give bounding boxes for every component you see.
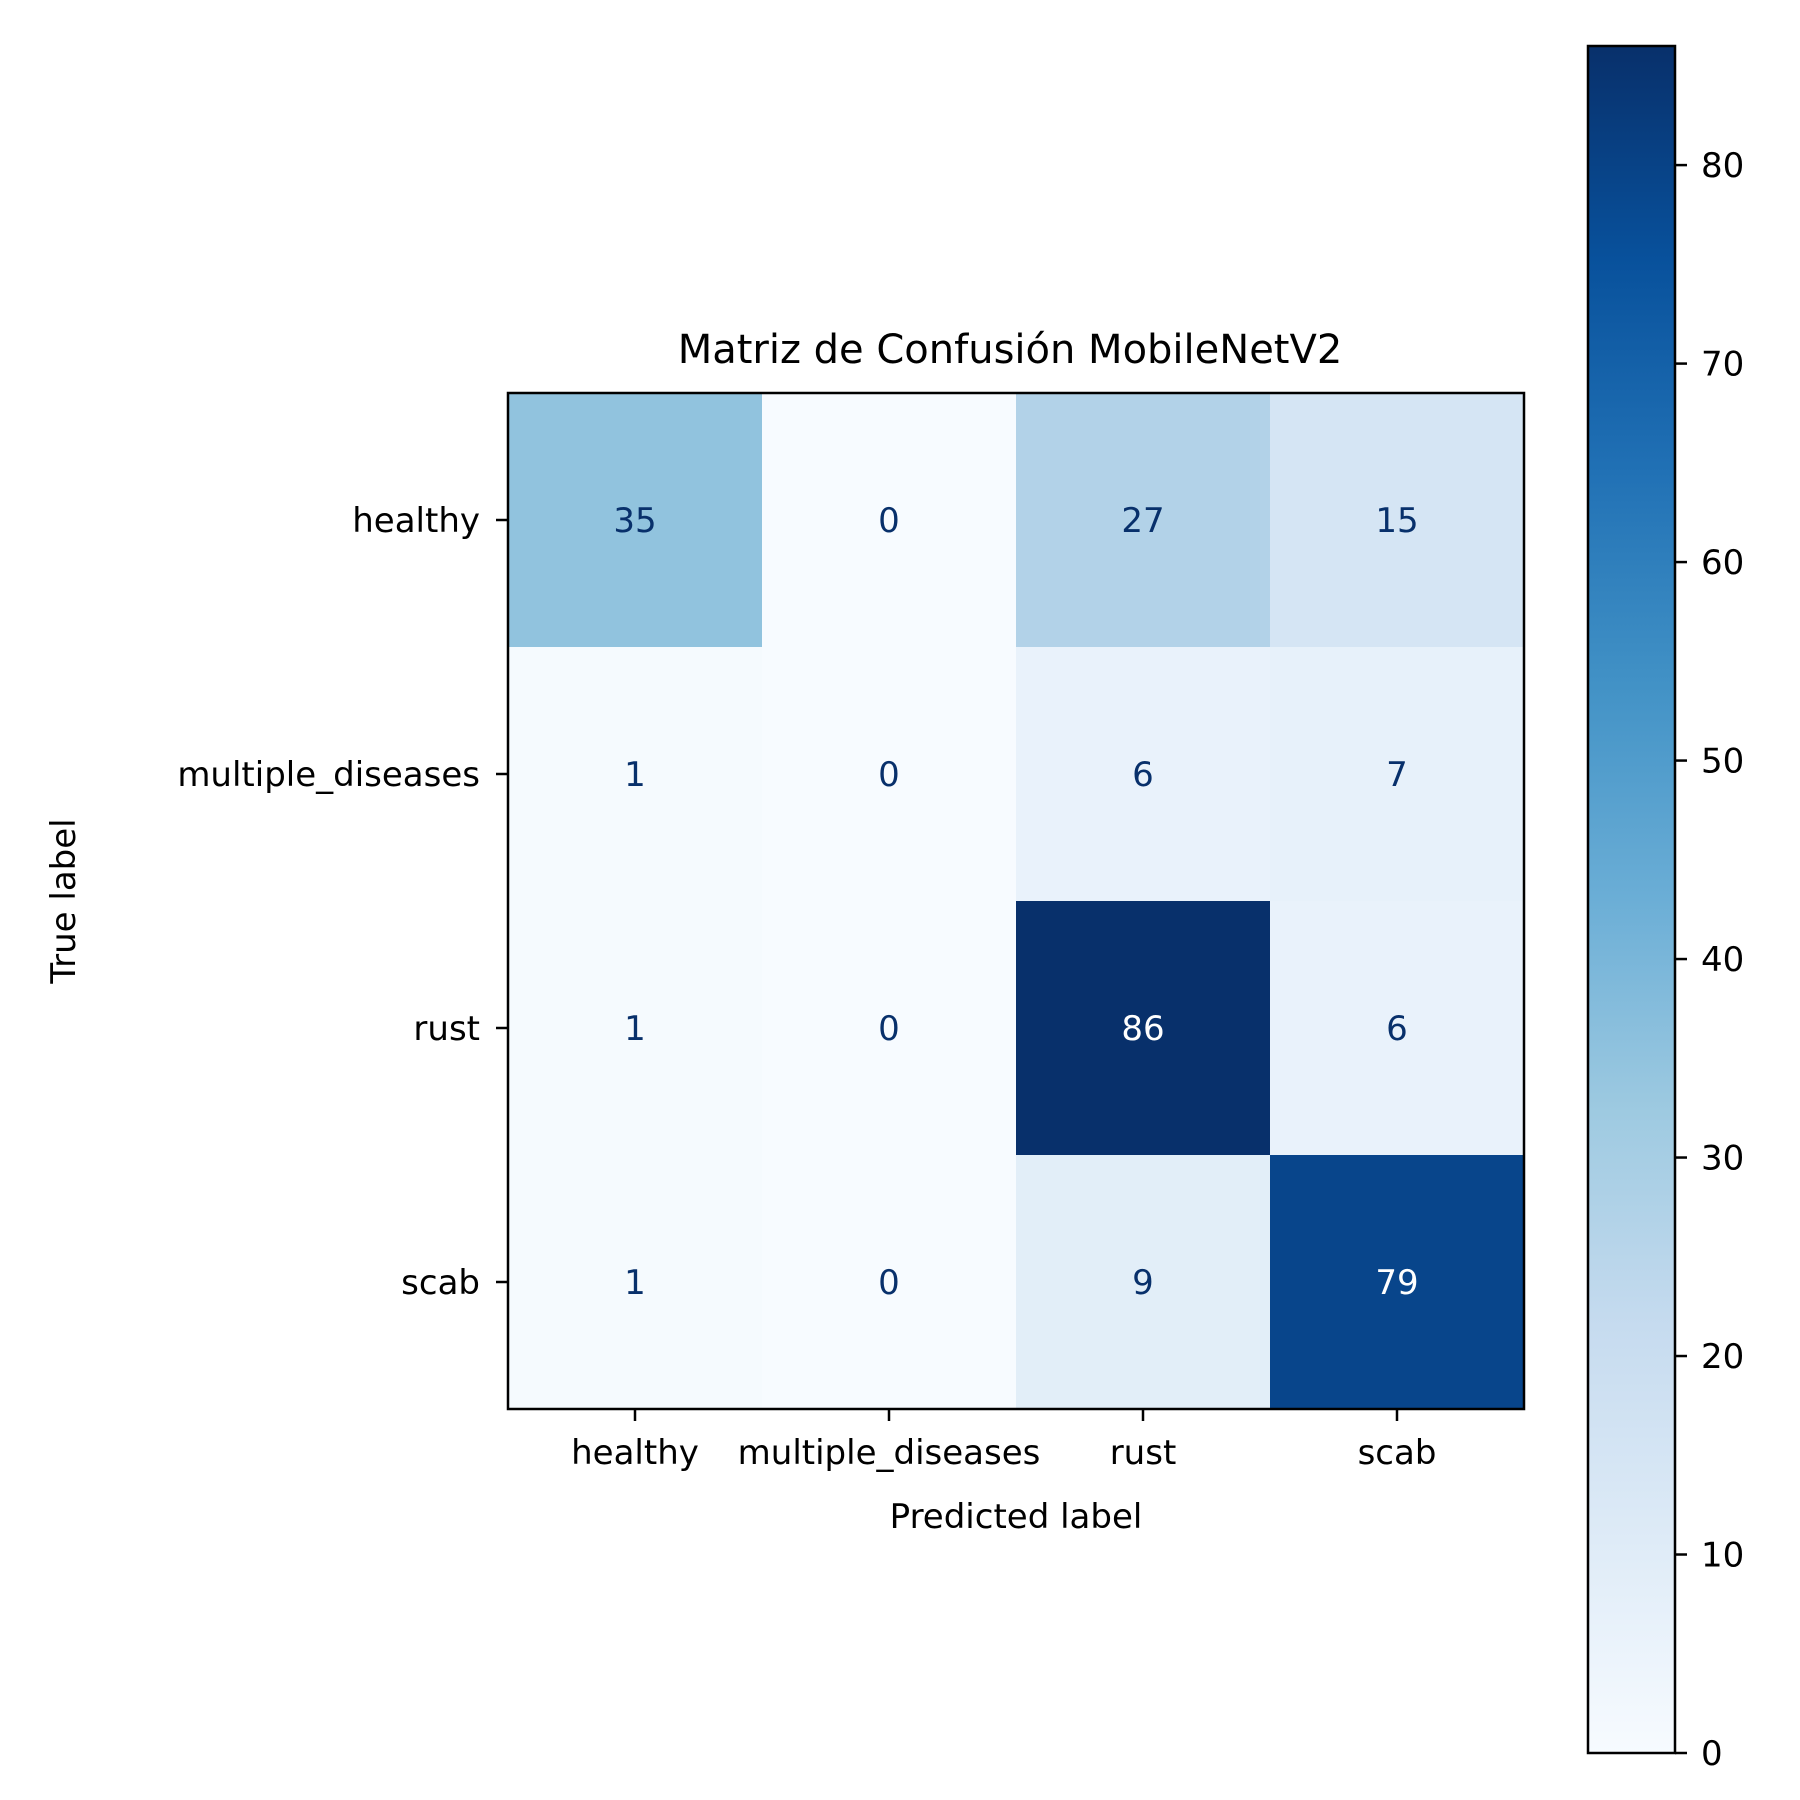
cell-value-label: 1 xyxy=(624,1009,646,1049)
x-axis-label: Predicted label xyxy=(890,1497,1143,1537)
colorbar-tick-label: 10 xyxy=(1701,1536,1744,1576)
colorbar-tick-label: 0 xyxy=(1701,1734,1723,1774)
colorbar-tick-label: 20 xyxy=(1701,1337,1744,1377)
matrix-cell xyxy=(1016,1155,1271,1410)
colorbar-tick-label: 80 xyxy=(1701,146,1744,186)
matrix-cell xyxy=(1270,901,1525,1156)
colorbar-tick-label: 70 xyxy=(1701,345,1744,385)
cell-value-label: 7 xyxy=(1386,755,1408,795)
cell-value-label: 35 xyxy=(613,501,656,541)
matrix-cell xyxy=(762,901,1017,1156)
cell-value-label: 0 xyxy=(878,755,900,795)
matrix-cell xyxy=(762,393,1017,648)
colorbar-tick-label: 50 xyxy=(1701,742,1744,782)
y-axis-label: True label xyxy=(44,818,84,984)
cell-value-label: 27 xyxy=(1121,501,1164,541)
cell-value-label: 15 xyxy=(1375,501,1418,541)
x-tick-label: healthy xyxy=(571,1433,699,1473)
matrix-cell xyxy=(1016,647,1271,902)
x-tick-label: multiple_diseases xyxy=(738,1433,1041,1473)
chart-title: Matriz de Confusión MobileNetV2 xyxy=(678,327,1343,373)
matrix-cell xyxy=(1270,1155,1525,1410)
colorbar-tick-label: 30 xyxy=(1701,1139,1744,1179)
colorbar-tick-label: 40 xyxy=(1701,940,1744,980)
colorbar xyxy=(1586,44,1677,1755)
cell-value-label: 9 xyxy=(1132,1263,1154,1303)
x-axis-ticks: healthy multiple_diseases rust scab xyxy=(571,1409,1436,1473)
y-tick-label: multiple_diseases xyxy=(177,755,480,795)
matrix-frame xyxy=(506,391,1526,1411)
y-tick-label: scab xyxy=(401,1263,480,1303)
colorbar-tick-label: 60 xyxy=(1701,543,1744,583)
cell-value-label: 79 xyxy=(1375,1263,1418,1303)
matrix-cell xyxy=(1016,901,1271,1156)
cell-value-label: 1 xyxy=(624,755,646,795)
colorbar-ticks: 0 10 20 30 40 50 60 70 80 xyxy=(1675,146,1744,1774)
matrix-cell xyxy=(508,901,763,1156)
matrix-cell xyxy=(762,647,1017,902)
matrix-cell xyxy=(1270,393,1525,648)
matrix-cell xyxy=(1016,393,1271,648)
cell-value-label: 0 xyxy=(878,501,900,541)
cell-value-label: 1 xyxy=(624,1263,646,1303)
x-tick-label: scab xyxy=(1358,1433,1437,1473)
matrix-cell-labels: 35 0 27 15 1 0 6 7 1 0 86 6 1 0 9 79 xyxy=(613,501,1418,1303)
cell-value-label: 6 xyxy=(1386,1009,1408,1049)
matrix-cell xyxy=(508,647,763,902)
y-tick-label: healthy xyxy=(352,501,480,541)
matrix-cell xyxy=(508,393,763,648)
cell-value-label: 86 xyxy=(1121,1009,1164,1049)
cell-value-label: 0 xyxy=(878,1263,900,1303)
cell-value-label: 0 xyxy=(878,1009,900,1049)
y-tick-label: rust xyxy=(413,1009,480,1049)
matrix-cell xyxy=(1270,647,1525,902)
cell-value-label: 6 xyxy=(1132,755,1154,795)
matrix-cell xyxy=(508,1155,763,1410)
matrix-cells xyxy=(508,393,1525,1410)
x-tick-label: rust xyxy=(1110,1433,1177,1473)
matrix-cell xyxy=(762,1155,1017,1410)
